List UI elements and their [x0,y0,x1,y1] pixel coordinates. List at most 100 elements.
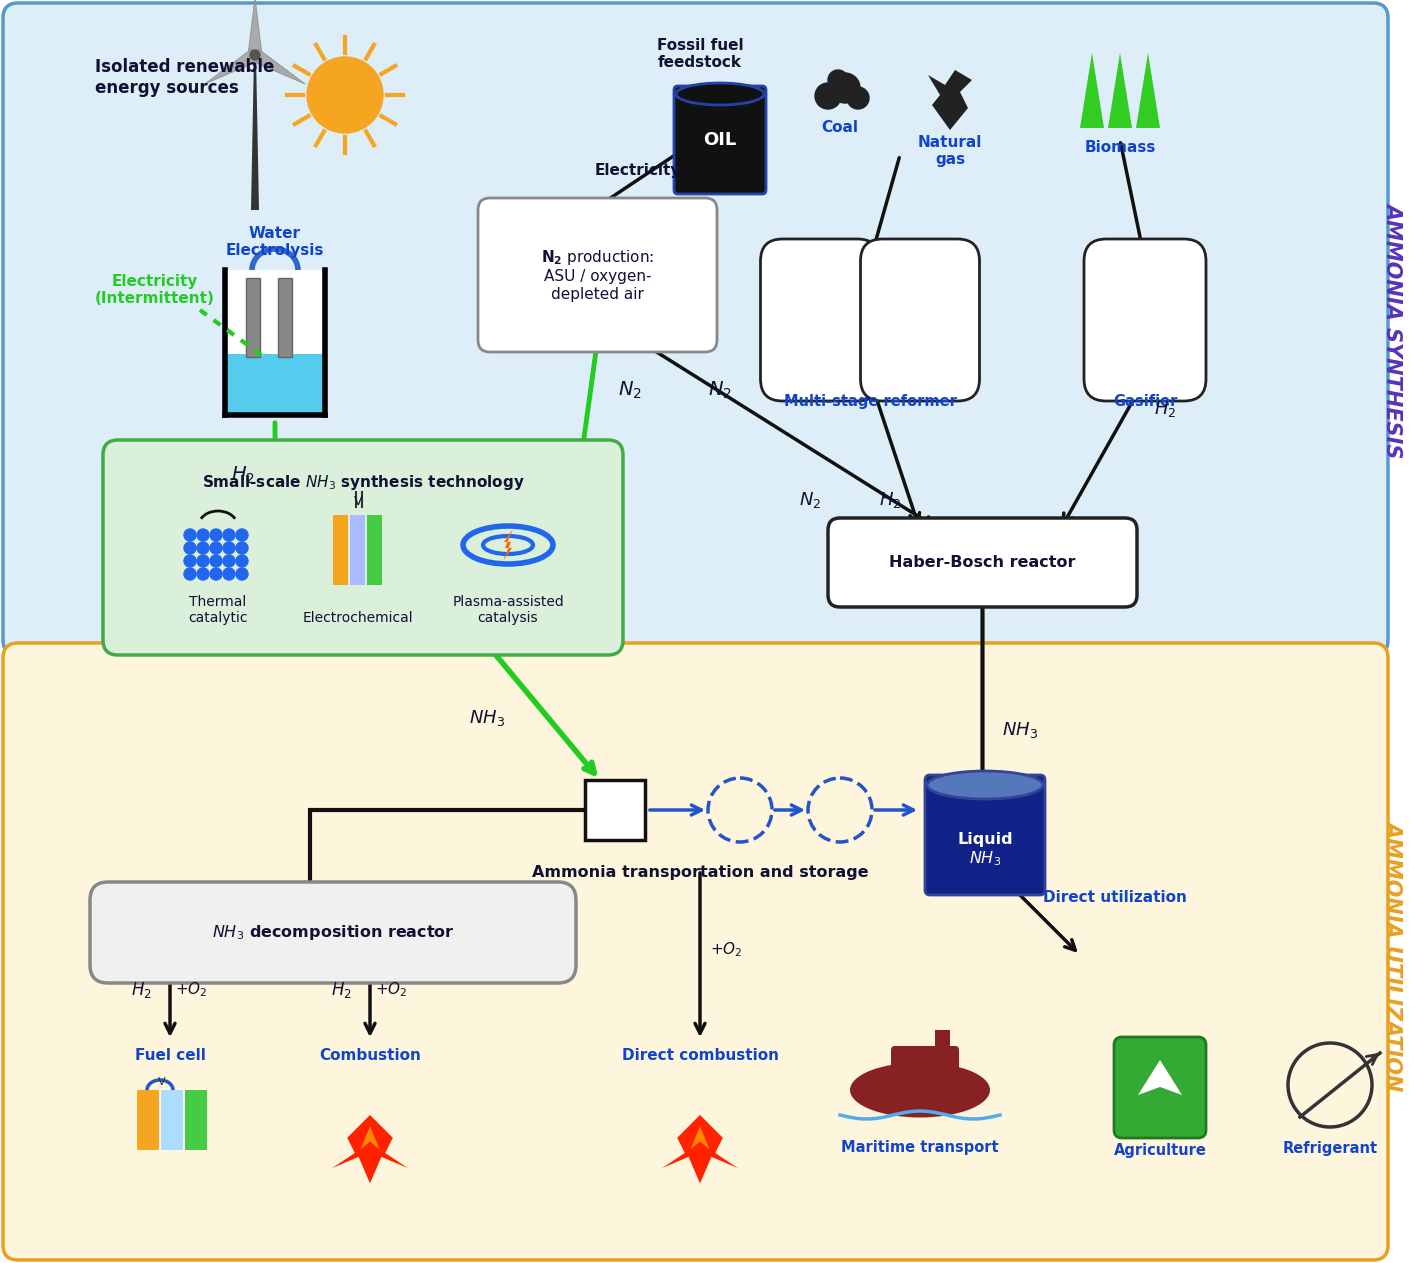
Text: AMMONIA UTILIZATION: AMMONIA UTILIZATION [1383,820,1402,1090]
Polygon shape [204,49,258,85]
Text: $+O_2$: $+O_2$ [374,980,407,999]
Text: Multi-stage reformer: Multi-stage reformer [784,394,956,409]
Text: $H_2$: $H_2$ [1154,399,1176,419]
Circle shape [223,529,235,541]
FancyBboxPatch shape [3,3,1388,655]
Bar [586,781,645,840]
Text: Natural
gas: Natural gas [917,135,983,168]
Text: $+O_2$: $+O_2$ [710,941,743,960]
Text: Coal: Coal [821,120,858,135]
Circle shape [210,529,223,541]
FancyBboxPatch shape [3,643,1388,1260]
Text: Electricity: Electricity [594,163,681,178]
Bar [227,354,323,416]
Bar [934,1031,950,1055]
Text: Thermal
catalytic: Thermal catalytic [189,595,248,625]
Polygon shape [251,56,259,210]
Circle shape [235,554,248,567]
Circle shape [197,554,208,567]
Bar [367,515,381,585]
Text: Isolated renewable
energy sources: Isolated renewable energy sources [95,58,274,97]
Polygon shape [503,529,513,561]
Bar [245,278,259,357]
Circle shape [223,554,235,567]
Circle shape [184,542,196,554]
Ellipse shape [464,525,553,565]
Circle shape [828,69,848,90]
Text: Biomass: Biomass [1085,140,1156,155]
Text: OIL: OIL [703,131,736,149]
Circle shape [235,568,248,580]
Ellipse shape [484,536,533,554]
Text: Electricity
(Intermittent): Electricity (Intermittent) [95,274,216,306]
Bar [225,270,325,416]
Text: Electrochemical: Electrochemical [302,611,413,625]
Text: Water
Electrolysis: Water Electrolysis [225,226,325,258]
FancyBboxPatch shape [89,882,576,983]
Polygon shape [927,69,971,130]
Ellipse shape [927,770,1044,799]
Circle shape [197,568,208,580]
Polygon shape [662,1115,737,1183]
Ellipse shape [676,83,764,105]
Polygon shape [1136,53,1160,128]
Circle shape [250,51,259,61]
FancyBboxPatch shape [760,239,879,400]
FancyBboxPatch shape [1115,1037,1205,1138]
Polygon shape [1139,1060,1183,1095]
Text: Direct utilization: Direct utilization [1044,890,1187,906]
Bar [278,278,292,357]
FancyBboxPatch shape [861,239,980,400]
Text: $N_2$: $N_2$ [708,379,732,400]
Circle shape [184,554,196,567]
Text: $\mathbf{N_2}$ production:
ASU / oxygen-
depleted air: $\mathbf{N_2}$ production: ASU / oxygen-… [540,248,654,302]
Bar [333,515,347,585]
Text: Agriculture: Agriculture [1113,1143,1207,1158]
Bar [184,1090,207,1151]
Text: $NH_3$: $NH_3$ [1003,720,1038,740]
Bar [162,1090,183,1151]
Text: $N_2$: $N_2$ [798,490,821,510]
Circle shape [197,529,208,541]
Text: Gasifier: Gasifier [1113,394,1177,409]
Text: Ammonia transportation and storage: Ammonia transportation and storage [532,865,868,880]
Polygon shape [1081,53,1105,128]
Polygon shape [251,49,305,85]
Circle shape [197,542,208,554]
Circle shape [815,83,841,109]
Text: $NH_3$: $NH_3$ [469,709,505,727]
Circle shape [184,568,196,580]
Polygon shape [691,1127,709,1149]
Polygon shape [1107,53,1132,128]
Text: $H_2$: $H_2$ [231,465,255,486]
Circle shape [830,73,859,104]
Text: V: V [353,495,362,508]
Polygon shape [360,1127,380,1149]
Polygon shape [332,1115,408,1183]
FancyBboxPatch shape [1083,239,1205,400]
Bar [350,515,364,585]
Text: $N_2$: $N_2$ [617,379,641,400]
Text: Direct combustion: Direct combustion [621,1048,778,1063]
Bar [138,1090,159,1151]
Text: $+O_2$: $+O_2$ [174,980,207,999]
Circle shape [210,554,223,567]
Text: $NH_3$ decomposition reactor: $NH_3$ decomposition reactor [211,923,454,942]
Text: V: V [159,1077,166,1087]
FancyBboxPatch shape [828,518,1137,608]
Circle shape [308,57,383,133]
Circle shape [235,529,248,541]
FancyBboxPatch shape [891,1046,959,1099]
FancyBboxPatch shape [925,775,1045,895]
Text: $H_2$: $H_2$ [132,980,152,1000]
Circle shape [223,542,235,554]
Text: $H_2$: $H_2$ [879,490,902,510]
Text: Combustion: Combustion [319,1048,421,1063]
Polygon shape [248,0,262,56]
FancyBboxPatch shape [478,198,718,352]
Text: Fuel cell: Fuel cell [135,1048,206,1063]
Circle shape [847,87,869,109]
FancyBboxPatch shape [104,440,623,655]
Text: AMMONIA SYNTHESIS: AMMONIA SYNTHESIS [1383,202,1402,457]
Text: Liquid
$NH_3$: Liquid $NH_3$ [957,832,1012,868]
